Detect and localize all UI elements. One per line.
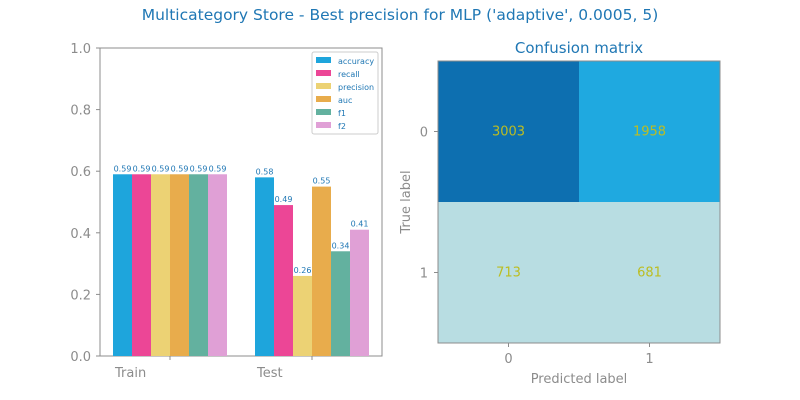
bar-y-tick-label: 0.6: [70, 165, 91, 180]
bar-value-label: 0.59: [190, 164, 208, 173]
cm-cell-1-0: [438, 202, 579, 343]
bar-series-group: 0.59 0.59 0.59 0.59 0.59 0.59 0.580.490.260.55…: [113, 164, 369, 356]
bar-value-label: 0.59: [133, 164, 151, 173]
cm-cell-value-0-1: 1958: [633, 125, 666, 140]
legend-swatch-recall: [316, 70, 331, 76]
cm-cell-0-0: [438, 61, 579, 202]
bar-y-tick-label: 0.0: [70, 350, 91, 365]
cm-y-axis-title: True label: [399, 170, 414, 234]
legend-swatch-precision: [316, 83, 331, 89]
bar-f2-test: [350, 229, 369, 356]
bar-auc-test: [312, 186, 331, 356]
bar-x-axis: Train Test: [114, 356, 313, 381]
cm-cell-value-1-1: 681: [637, 266, 662, 281]
legend-swatch-auc: [316, 96, 331, 102]
cm-cell-value-1-0: 713: [496, 266, 521, 281]
bar-legend: accuracy recall precision auc f1 f2: [311, 51, 379, 135]
confusion-matrix-cells: 3003 1958 713 681: [438, 61, 720, 343]
legend-label-recall: recall: [338, 70, 360, 79]
bar-value-label: 0.49: [275, 195, 293, 204]
bar-value-label: 0.59: [209, 164, 227, 173]
bar-x-tick-label-test: Test: [256, 366, 283, 381]
legend-label-auc: auc: [338, 96, 352, 105]
bar-f1-test: [331, 251, 350, 356]
legend-swatch-f2: [316, 122, 331, 128]
bar-x-tick-label-train: Train: [114, 366, 146, 381]
bar-value-label: 0.41: [351, 220, 369, 229]
legend-label-precision: precision: [338, 83, 374, 92]
bar-y-tick-label: 1.0: [70, 42, 91, 57]
legend-swatch-f1: [316, 109, 331, 115]
cm-x-tick-label: 0: [504, 352, 512, 367]
bar-value-label: 0.59: [114, 164, 132, 173]
legend-label-f1: f1: [338, 109, 346, 118]
bar-chart-frame: [99, 47, 383, 357]
legend-label-accuracy: accuracy: [338, 57, 374, 66]
bar-auc-train: [170, 174, 189, 356]
confusion-matrix-frame: [437, 60, 721, 344]
bar-y-tick-label: 0.8: [70, 104, 91, 119]
bar-recall-train: [132, 174, 151, 356]
bar-y-tick-label: 0.4: [70, 227, 91, 242]
cm-cell-1-1: [579, 202, 720, 343]
bar-recall-test: [274, 205, 293, 356]
figure-title: Multicategory Store - Best precision for…: [142, 6, 659, 24]
metrics-bar-chart: 0.00.20.40.60.81.0 Train Test 0.59 0.59 0.5…: [70, 42, 383, 381]
cm-x-tick-label: 1: [645, 352, 653, 367]
bar-value-label: 0.58: [256, 167, 274, 176]
cm-y-tick-label: 1: [420, 267, 428, 282]
bar-f2-train: [208, 174, 227, 356]
bar-value-label: 0.34: [332, 241, 350, 250]
bar-value-label: 0.59: [152, 164, 170, 173]
cm-y-tick-label: 0: [420, 126, 428, 141]
bar-f1-train: [189, 174, 208, 356]
bar-value-label: 0.26: [294, 266, 312, 275]
bar-y-tick-label: 0.2: [70, 288, 91, 303]
bar-value-label: 0.59: [171, 164, 189, 173]
bar-value-label: 0.55: [313, 177, 331, 186]
confusion-matrix-ticks: 0 1 0 1: [420, 126, 654, 368]
confusion-matrix-title: Confusion matrix: [515, 39, 643, 57]
bar-precision-train: [151, 174, 170, 356]
cm-x-axis-title: Predicted label: [531, 372, 628, 387]
legend-swatch-accuracy: [316, 57, 331, 63]
cm-cell-value-0-0: 3003: [492, 125, 525, 140]
bar-accuracy-train: [113, 174, 132, 356]
bar-accuracy-test: [255, 177, 274, 356]
legend-label-f2: f2: [338, 122, 346, 131]
bar-y-axis: 0.0 0.2 0.4 0.6 0.8 1.0: [70, 42, 100, 365]
confusion-matrix: Confusion matrix 3003 1958 713 681 0 1 0 1 Pre…: [399, 39, 721, 387]
bar-precision-test: [293, 275, 312, 356]
cm-cell-0-1: [579, 61, 720, 202]
